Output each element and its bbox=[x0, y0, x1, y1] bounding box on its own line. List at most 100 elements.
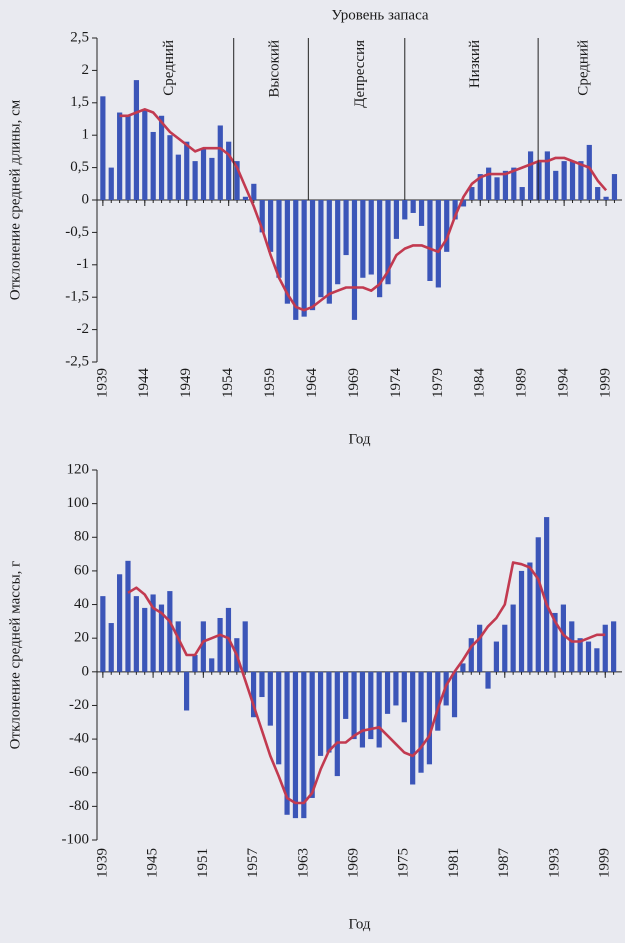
x-tick-label: 1993 bbox=[546, 848, 562, 878]
bar bbox=[560, 604, 566, 672]
bar bbox=[477, 624, 483, 672]
bar bbox=[318, 200, 324, 298]
bar bbox=[586, 144, 592, 200]
bar bbox=[553, 170, 559, 200]
bar bbox=[519, 187, 525, 200]
y-tick-label: -20 bbox=[69, 697, 89, 713]
bar bbox=[393, 671, 399, 706]
bar bbox=[209, 658, 215, 672]
x-tick-label: 1954 bbox=[220, 368, 236, 399]
bar bbox=[518, 570, 525, 672]
bar bbox=[376, 671, 382, 748]
bar bbox=[259, 671, 265, 698]
phase-label: Депрессия bbox=[352, 40, 368, 108]
bar bbox=[410, 200, 416, 213]
y-tick-label: 60 bbox=[74, 562, 89, 578]
y-tick-label: 0 bbox=[82, 191, 90, 207]
bar bbox=[242, 196, 249, 200]
x-tick-label: 1964 bbox=[304, 368, 320, 399]
bar bbox=[536, 161, 542, 200]
x-tick-label: 1999 bbox=[598, 368, 614, 398]
bar bbox=[561, 161, 567, 200]
x-tick-label: 1957 bbox=[245, 848, 261, 879]
trend-line bbox=[119, 108, 608, 312]
bar bbox=[595, 187, 601, 200]
bar bbox=[502, 624, 508, 672]
bar bbox=[435, 200, 441, 288]
phase-label: Средний bbox=[576, 40, 592, 96]
chart-title: Уровень запаса bbox=[331, 7, 428, 23]
bar bbox=[469, 187, 475, 200]
bar bbox=[585, 641, 592, 672]
bar bbox=[200, 621, 206, 672]
bar bbox=[535, 537, 541, 672]
bar bbox=[125, 560, 131, 672]
bar bbox=[435, 671, 441, 731]
x-axis-label: Год bbox=[348, 431, 370, 447]
x-tick-label: 1994 bbox=[556, 368, 572, 399]
y-tick-label: 0 bbox=[82, 663, 90, 679]
bar bbox=[351, 671, 357, 740]
bar bbox=[418, 671, 424, 773]
bar bbox=[527, 151, 534, 200]
bar bbox=[393, 200, 400, 239]
y-tick-label: 20 bbox=[74, 630, 89, 646]
bar bbox=[611, 621, 617, 672]
bar bbox=[343, 200, 349, 256]
bar bbox=[368, 200, 374, 275]
bar bbox=[217, 125, 223, 200]
phase-label: Высокий bbox=[266, 40, 282, 98]
bar bbox=[460, 663, 466, 672]
x-tick-label: 1987 bbox=[496, 848, 512, 879]
bar bbox=[578, 161, 584, 200]
bar bbox=[326, 200, 332, 304]
bar bbox=[451, 671, 458, 718]
bar bbox=[402, 200, 408, 220]
x-tick-label: 1945 bbox=[145, 848, 161, 878]
bar bbox=[317, 671, 324, 756]
bar bbox=[292, 671, 299, 819]
y-tick-label: 1 bbox=[82, 127, 90, 143]
y-tick-label: -0,5 bbox=[65, 224, 89, 240]
x-tick-label: 1969 bbox=[346, 368, 362, 398]
y-axis-label: Отклонение средней длины, см bbox=[7, 99, 23, 300]
bar bbox=[401, 671, 407, 723]
bar bbox=[183, 671, 190, 711]
bar bbox=[150, 594, 156, 672]
bar bbox=[343, 671, 349, 719]
bar bbox=[133, 80, 140, 200]
bar bbox=[259, 200, 265, 233]
bar bbox=[284, 200, 290, 304]
bar bbox=[611, 174, 618, 200]
bar bbox=[569, 161, 576, 200]
bar bbox=[108, 623, 114, 672]
bar bbox=[477, 174, 483, 200]
y-tick-label: -1,5 bbox=[65, 289, 89, 305]
x-tick-label: 1939 bbox=[94, 848, 110, 878]
bar bbox=[494, 177, 500, 200]
phase-label: Низкий bbox=[467, 40, 483, 88]
bar bbox=[284, 671, 290, 815]
y-tick-label: -80 bbox=[69, 798, 89, 814]
y-tick-label: 2,5 bbox=[70, 29, 89, 45]
x-tick-label: 1975 bbox=[396, 848, 412, 878]
bar bbox=[326, 671, 332, 753]
bar bbox=[200, 148, 207, 200]
bar bbox=[158, 115, 165, 200]
bar bbox=[100, 96, 106, 200]
bar bbox=[276, 671, 282, 765]
bar bbox=[544, 517, 550, 672]
bar bbox=[410, 671, 416, 785]
x-tick-label: 1951 bbox=[195, 848, 211, 878]
y-tick-label: -60 bbox=[69, 764, 89, 780]
bar bbox=[209, 157, 215, 200]
bar bbox=[460, 200, 467, 207]
bar bbox=[335, 200, 341, 285]
bar bbox=[117, 112, 123, 200]
bar bbox=[444, 200, 450, 252]
bar bbox=[217, 618, 223, 672]
bar bbox=[368, 671, 374, 740]
bar bbox=[158, 604, 165, 672]
bar bbox=[268, 200, 274, 252]
bar bbox=[234, 161, 240, 200]
